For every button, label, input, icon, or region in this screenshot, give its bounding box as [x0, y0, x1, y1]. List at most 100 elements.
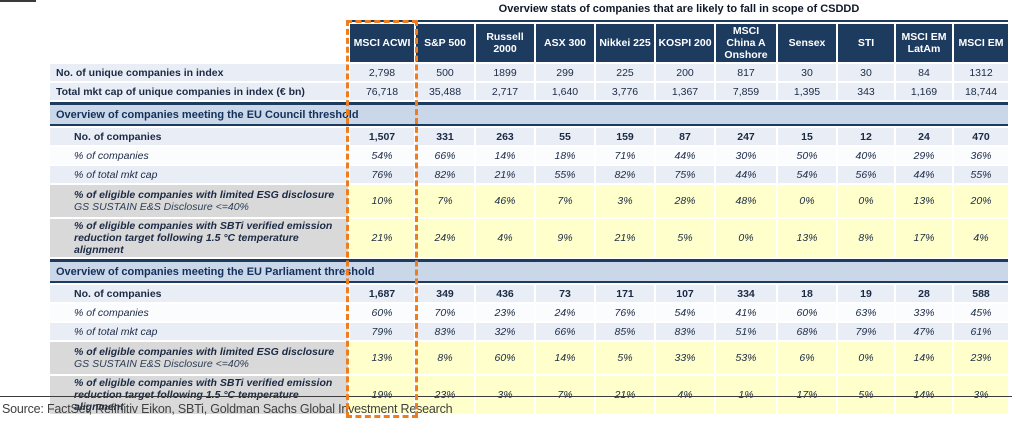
- data-cell: 1899: [476, 64, 534, 82]
- row-label-text: % of total mkt cap: [74, 325, 158, 338]
- data-cell: 3%: [954, 376, 1008, 415]
- table-row: Total mkt cap of unique companies in ind…: [50, 83, 1008, 101]
- data-cell: 30: [778, 64, 836, 82]
- data-cell: 60%: [350, 304, 414, 322]
- data-cell: 84: [896, 64, 952, 82]
- data-cell: 50%: [778, 147, 836, 165]
- data-cell: 7%: [536, 376, 594, 415]
- column-header: STI: [838, 24, 894, 63]
- column-header: Russell 2000: [476, 24, 534, 63]
- row-label: % of companies: [50, 147, 348, 165]
- data-cell: 29%: [896, 147, 952, 165]
- data-cell: 54%: [778, 166, 836, 184]
- data-cell: 28: [896, 285, 952, 303]
- row-label: No. of companies: [50, 128, 348, 146]
- table-row: % of eligible companies with limited ESG…: [50, 342, 1008, 375]
- data-cell: 73: [536, 285, 594, 303]
- data-cell: 20%: [954, 185, 1008, 218]
- table-row: No. of companies 1,507 331 263 55 159 87 247 15 1…: [50, 128, 1008, 146]
- table-row: % of eligible companies with SBTi verifi…: [50, 376, 1008, 415]
- data-cell: 1%: [716, 376, 776, 415]
- column-header: S&P 500: [416, 24, 474, 63]
- row-label-text: % of eligible companies with SBTi verifi…: [74, 377, 333, 414]
- row-label: % of eligible companies with limited ESG…: [50, 342, 348, 375]
- row-label-text: % of companies: [74, 306, 149, 319]
- data-cell: 33%: [896, 304, 952, 322]
- data-cell: 19%: [350, 376, 414, 415]
- data-cell: 10%: [350, 185, 414, 218]
- data-cell: 1,507: [350, 128, 414, 146]
- exhibit-title: Overview stats of companies that are lik…: [498, 3, 860, 15]
- data-cell: 24: [896, 128, 952, 146]
- data-cell: 7%: [416, 185, 474, 218]
- data-cell: 60%: [476, 342, 534, 375]
- data-cell: 0%: [778, 185, 836, 218]
- data-cell: 3%: [596, 185, 654, 218]
- section-label: Overview of companies meeting the EU Par…: [50, 259, 1008, 284]
- data-cell: 8%: [416, 342, 474, 375]
- data-cell: 28%: [656, 185, 714, 218]
- row-label-text: % of companies: [74, 149, 149, 162]
- table-row: % of companies 60% 70% 23% 24% 76% 54% 41% 60% 63…: [50, 304, 1008, 322]
- table-row: No. of unique companies in index 2,798 500…: [50, 64, 1008, 82]
- data-cell: 5%: [596, 342, 654, 375]
- section-header-row: Overview of companies meeting the EU Cou…: [50, 102, 1008, 127]
- column-header: KOSPI 200: [656, 24, 714, 63]
- data-cell: 56%: [838, 166, 894, 184]
- data-cell: 41%: [716, 304, 776, 322]
- row-label: % of eligible companies with limited ESG…: [50, 185, 348, 218]
- data-cell: 76,718: [350, 83, 414, 101]
- data-cell: 225: [596, 64, 654, 82]
- data-cell: 75%: [656, 166, 714, 184]
- data-cell: 1,169: [896, 83, 952, 101]
- column-header: MSCI EM: [954, 24, 1008, 63]
- data-cell: 247: [716, 128, 776, 146]
- data-cell: 14%: [896, 376, 952, 415]
- data-cell: 82%: [416, 166, 474, 184]
- data-cell: 40%: [838, 147, 894, 165]
- data-cell: 21%: [476, 166, 534, 184]
- data-cell: 263: [476, 128, 534, 146]
- column-header: MSCI EM LatAm: [896, 24, 952, 63]
- column-header: ASX 300: [536, 24, 594, 63]
- data-cell: 14%: [896, 342, 952, 375]
- data-cell: 1,640: [536, 83, 594, 101]
- column-header: Nikkei 225: [596, 24, 654, 63]
- data-cell: 171: [596, 285, 654, 303]
- data-cell: 343: [838, 83, 894, 101]
- data-cell: 82%: [596, 166, 654, 184]
- data-cell: 85%: [596, 323, 654, 341]
- data-cell: 83%: [656, 323, 714, 341]
- data-cell: 4%: [954, 219, 1008, 258]
- data-cell: 6%: [778, 342, 836, 375]
- header-top-rule: [350, 20, 1008, 22]
- data-cell: 33%: [656, 342, 714, 375]
- data-cell: 17%: [778, 376, 836, 415]
- data-cell: 21%: [350, 219, 414, 258]
- data-cell: 8%: [838, 219, 894, 258]
- data-cell: 349: [416, 285, 474, 303]
- data-cell: 36%: [954, 147, 1008, 165]
- data-cell: 1,395: [778, 83, 836, 101]
- data-cell: 54%: [656, 304, 714, 322]
- row-label: % of eligible companies with SBTi verifi…: [50, 219, 348, 258]
- data-cell: 5%: [656, 219, 714, 258]
- table-row: % of eligible companies with SBTi verifi…: [50, 219, 1008, 258]
- data-cell: 159: [596, 128, 654, 146]
- row-label-text: % of eligible companies with limited ESG…: [74, 346, 335, 359]
- data-cell: 63%: [838, 304, 894, 322]
- data-cell: 588: [954, 285, 1008, 303]
- section-header-row: Overview of companies meeting the EU Par…: [50, 259, 1008, 284]
- data-cell: 53%: [716, 342, 776, 375]
- column-header: Sensex: [778, 24, 836, 63]
- data-cell: 76%: [596, 304, 654, 322]
- data-cell: 14%: [536, 342, 594, 375]
- column-header: MSCI ACWI: [350, 24, 414, 63]
- row-label: No. of companies: [50, 285, 348, 303]
- data-cell: 200: [656, 64, 714, 82]
- data-cell: 470: [954, 128, 1008, 146]
- data-cell: 23%: [476, 304, 534, 322]
- data-cell: 1312: [954, 64, 1008, 82]
- data-cell: 0%: [838, 342, 894, 375]
- data-cell: 2,717: [476, 83, 534, 101]
